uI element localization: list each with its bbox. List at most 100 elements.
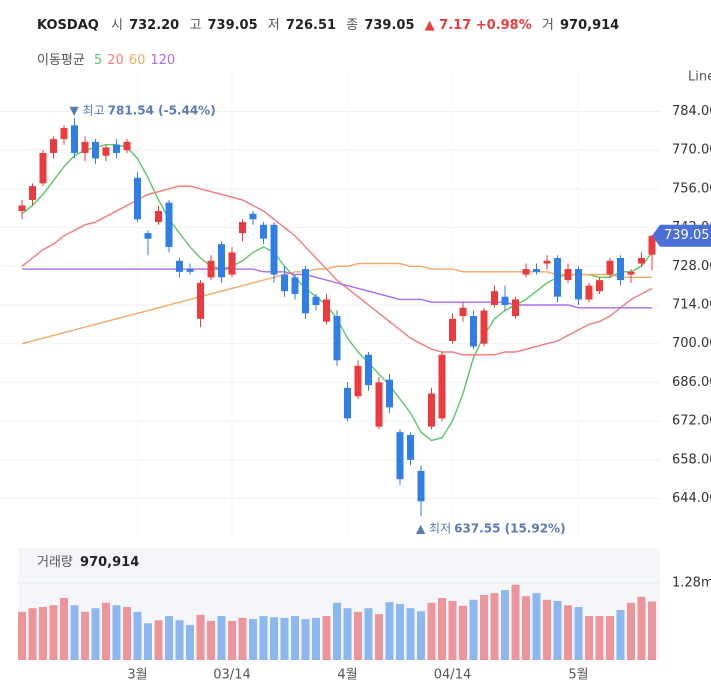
low-value: 726.51 xyxy=(286,18,336,33)
candle-body xyxy=(386,379,393,408)
candle-body xyxy=(333,316,341,361)
y-tick-label: 728.00 xyxy=(672,259,711,274)
volume-bar xyxy=(364,608,373,660)
candle-body xyxy=(197,282,204,319)
volume-bar xyxy=(207,620,215,660)
candle-body xyxy=(627,271,635,275)
candle-body xyxy=(155,211,162,223)
high-value: 739.05 xyxy=(207,18,257,33)
candle-body xyxy=(71,125,78,153)
volume-bar xyxy=(553,600,562,660)
candle-body xyxy=(554,258,561,297)
volume-bar xyxy=(406,608,415,660)
candle-body xyxy=(18,205,26,211)
volume-bar xyxy=(144,623,152,660)
candle-body xyxy=(575,269,582,300)
y-tick-label: 714.00 xyxy=(672,298,711,313)
candle-body xyxy=(354,365,362,397)
candle-body xyxy=(522,269,530,275)
candle-body xyxy=(501,296,509,305)
volume-bar xyxy=(280,617,289,660)
candle-body xyxy=(396,432,404,480)
volume-bar xyxy=(91,608,100,660)
volume-bar xyxy=(81,611,89,660)
candle-body xyxy=(365,354,372,386)
volume-bar xyxy=(585,616,593,660)
y-tick-label: 672.00 xyxy=(672,414,711,429)
volume-legend: 거래량 970,914 xyxy=(37,555,139,570)
candle-body xyxy=(533,269,540,272)
header: KOSDAQ 시 732.20 고 739.05 저 726.51 종 739.… xyxy=(37,18,619,33)
volume-label: 거 xyxy=(542,18,554,33)
volume-bar xyxy=(259,616,268,660)
volume-bar xyxy=(396,604,404,660)
volume-bar xyxy=(532,593,541,660)
price-tag xyxy=(652,224,711,247)
price-tag-label: 739.05 xyxy=(664,228,710,243)
y-tick-label: 756.00 xyxy=(672,181,711,196)
legend-entry: 60 xyxy=(129,53,146,68)
volume-bar xyxy=(343,608,352,660)
x-tick-label: 5월 xyxy=(568,668,588,683)
x-tick-label: 4월 xyxy=(337,668,357,683)
volume-bar xyxy=(28,608,37,660)
volume-tick-label: 1.28m xyxy=(672,575,711,590)
volume-bar xyxy=(238,617,247,660)
close-label: 종 xyxy=(346,18,358,33)
y-tick-label: 658.00 xyxy=(672,452,711,467)
legend-entry: 5 xyxy=(94,53,102,68)
ma-line xyxy=(21,185,653,356)
volume-bar xyxy=(123,607,131,660)
candle-body xyxy=(113,144,120,153)
candle-body xyxy=(260,224,267,239)
y-tick-label: 784.00 xyxy=(672,104,711,119)
volume-bar xyxy=(627,602,635,660)
candle-body xyxy=(81,141,89,153)
x-tick-label: 04/14 xyxy=(434,668,471,683)
legend-entry: 120 xyxy=(150,53,175,68)
high-label: 고 xyxy=(189,18,201,33)
candle-body xyxy=(638,258,645,264)
annotation: ▼ 최고 781.54 (-5.44%) xyxy=(70,103,216,117)
ma-legend: 이동평균 5 20 60 120 xyxy=(37,53,175,68)
candle-body xyxy=(438,354,446,419)
volume-bar xyxy=(595,616,604,660)
candle-body xyxy=(123,141,131,151)
volume-bar xyxy=(564,605,572,660)
candle-body xyxy=(606,260,614,275)
candle-body xyxy=(218,244,225,278)
volume-bar xyxy=(522,596,530,660)
volume-bar xyxy=(385,602,394,660)
volume-bar xyxy=(70,605,79,660)
volume-bar xyxy=(459,605,467,660)
y-tick-label: 686.00 xyxy=(672,375,711,390)
candle-body xyxy=(176,260,183,272)
candle-body xyxy=(459,307,467,317)
volume-bar xyxy=(49,605,58,660)
candle-body xyxy=(312,296,320,305)
volume-bar xyxy=(39,607,47,660)
low-label: 저 xyxy=(268,18,280,33)
volume-bar xyxy=(301,619,310,660)
volume-bar xyxy=(427,602,436,660)
volume-bar xyxy=(448,600,457,660)
candle-body xyxy=(102,147,110,156)
ma-line xyxy=(22,268,652,309)
volume-bar xyxy=(270,617,278,660)
annotation-marker: ▼ 최고 xyxy=(70,103,105,117)
volume-bar xyxy=(648,601,656,660)
open-label: 시 xyxy=(111,18,123,33)
candle-body xyxy=(134,177,141,220)
candle-body xyxy=(50,139,57,153)
candle-body xyxy=(60,128,68,140)
candle-body xyxy=(281,274,288,292)
ma-line xyxy=(21,262,652,345)
candle-body xyxy=(428,393,435,427)
volume-bar xyxy=(490,593,499,660)
candle-body xyxy=(249,213,257,220)
candle-body xyxy=(270,224,278,275)
volume-bar xyxy=(469,599,478,660)
candle-body xyxy=(543,260,551,264)
candle-body xyxy=(596,280,603,292)
x-tick-label: 03/14 xyxy=(213,668,250,683)
